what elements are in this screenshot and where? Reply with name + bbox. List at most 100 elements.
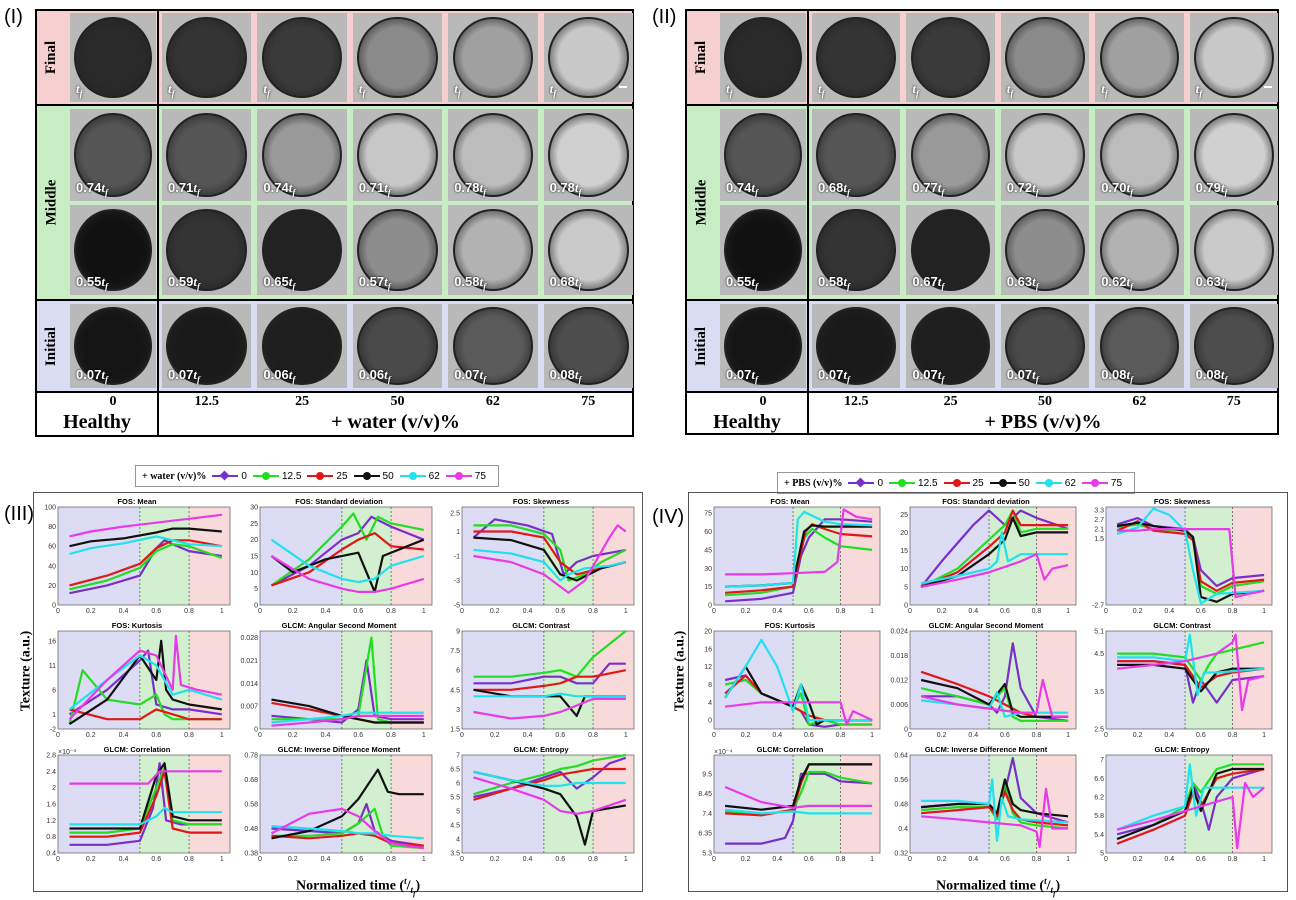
x-tick-label: 0.2 — [86, 732, 96, 739]
legend-label: 62 — [428, 470, 440, 482]
time-label: 0.63tf — [1006, 274, 1039, 292]
y-tick-label: 1.2 — [46, 818, 56, 825]
time-label: 0.62tf — [1101, 274, 1134, 292]
series-line-25 — [473, 669, 627, 691]
y-tick-label: 5.3 — [702, 851, 712, 858]
droplet-disc — [166, 112, 247, 198]
concentration-label: 12.5 — [843, 394, 869, 409]
legend-label: 50 — [1018, 477, 1030, 489]
band-label-text: Final — [43, 40, 60, 75]
x-tick-label: 0.8 — [386, 608, 396, 615]
y-tick-label: 15 — [900, 548, 908, 555]
series-line-75 — [1117, 527, 1265, 599]
legend-marker — [362, 472, 371, 480]
y-tick-label: 15 — [250, 554, 258, 561]
x-tick-label: 0.4 — [523, 856, 533, 863]
y-tick-label: -1 — [454, 554, 460, 561]
legend-marker — [1090, 479, 1099, 487]
time-label: 0.08tf — [549, 367, 582, 385]
x-tick-label: 0.2 — [937, 856, 947, 863]
axis-exponent: ×10⁻⁴ — [714, 749, 733, 756]
series-line-50 — [271, 698, 424, 724]
droplet-disc — [724, 307, 802, 385]
x-tick-label: 0.8 — [386, 732, 396, 739]
x-tick-label: 1 — [1262, 732, 1266, 739]
series-line-12.5 — [724, 678, 873, 726]
droplet-disc — [74, 307, 152, 385]
y-tick-label: 4.5 — [450, 823, 460, 830]
series-line-75 — [724, 785, 873, 809]
y-tick-label: 0.028 — [240, 635, 258, 642]
droplet-disc — [910, 208, 991, 292]
x-tick-label: 0.6 — [555, 732, 565, 739]
x-tick-label: 0.2 — [288, 608, 298, 615]
specimen-image: 0.74tf — [70, 109, 156, 201]
y-tick-label: 0.4 — [46, 851, 56, 858]
legend-swatch — [1035, 479, 1062, 487]
time-label: tf — [1006, 81, 1014, 99]
y-tick-label: 0.32 — [894, 851, 908, 858]
series-line-25 — [920, 509, 1069, 588]
legend-label: 0 — [877, 477, 884, 489]
time-label: tf — [263, 81, 271, 99]
specimen-image: tf — [812, 13, 901, 102]
legend-label: 50 — [382, 470, 394, 482]
plot-frame — [909, 754, 1077, 854]
droplet-disc — [816, 112, 896, 198]
y-tick-label: 2.1 — [1094, 527, 1104, 534]
chart-subplot: FOS: Skewness 0 0.2 0.4 0.6 0.8 1 -5 -3 -1 1 2.5 — [440, 497, 642, 621]
band-middle: Middle 0.74tf 0.71tf 0.74tf 0.71tf 0.78tf 0.78… — [37, 106, 633, 299]
region-early — [260, 507, 342, 605]
y-tick-label: 20 — [48, 583, 56, 590]
legend-item: 0 — [848, 478, 883, 489]
panel-label-III: (III) — [4, 503, 34, 525]
y-tick-label: 6 — [456, 668, 460, 675]
x-tick-label: 0.8 — [836, 608, 846, 615]
legend-marker — [408, 472, 417, 480]
band-divider — [687, 391, 1277, 393]
time-label: 0.55tf — [76, 274, 108, 292]
y-tick-label: 0 — [708, 603, 712, 610]
legend-title: + water (v/v)% — [142, 470, 207, 482]
band-label-text: Final — [693, 40, 710, 75]
chart-svg: 0 0.2 0.4 0.6 0.8 1 0 0.006 0.012 0.018 0.024 — [890, 629, 1077, 739]
chart-title: FOS: Mean — [117, 497, 157, 506]
droplet-disc — [1099, 112, 1180, 198]
healthy-divider — [807, 11, 809, 433]
x-tick-label: 0.8 — [1032, 856, 1042, 863]
droplet-disc — [452, 307, 534, 385]
band-label-middle: Middle — [687, 106, 717, 299]
time-label: tf — [726, 81, 733, 99]
specimen-image: 0.59tf — [162, 205, 252, 295]
y-tick-label: 4.5 — [1094, 651, 1104, 658]
droplet-disc — [452, 208, 534, 292]
y-tick-label: 8.45 — [698, 791, 712, 798]
series-line-62 — [271, 711, 424, 724]
legend-marker — [261, 472, 270, 480]
legend-swatch — [943, 479, 970, 487]
specimen-image: 0.06tf — [352, 304, 443, 388]
y-tick-label: 15 — [704, 584, 712, 591]
x-tick-label: 1 — [1262, 608, 1266, 615]
chart-title: GLCM: Contrast — [512, 621, 570, 630]
region-late — [189, 631, 230, 729]
concentration-label: 62 — [485, 394, 500, 409]
plot-frame — [461, 630, 635, 730]
y-tick-label: 0.012 — [890, 678, 908, 685]
chart-subplot: GLCM: Angular Second Moment 0 0.2 0.4 0.6 0.8… — [238, 621, 440, 745]
specimen-image: 0.07tf — [1000, 304, 1090, 388]
y-tick-label: 5 — [1100, 851, 1104, 858]
region-late — [1232, 507, 1272, 605]
legend-label: 75 — [474, 470, 486, 482]
y-tick-label: -2.7 — [1092, 603, 1104, 610]
droplet-disc — [1099, 307, 1180, 385]
x-tick-label: 0 — [1104, 856, 1108, 863]
specimen-image: 0.63tf — [1000, 205, 1090, 295]
concentration-label: 0 — [109, 394, 117, 409]
band-label-text: Initial — [43, 326, 60, 366]
y-tick-label: 3 — [456, 707, 460, 714]
x-axis-label-pbs: Normalized time (t/tf) — [936, 876, 1061, 899]
x-tick-label: 0.6 — [804, 856, 814, 863]
plot-frame — [259, 506, 433, 606]
x-tick-label: 0.6 — [555, 856, 565, 863]
